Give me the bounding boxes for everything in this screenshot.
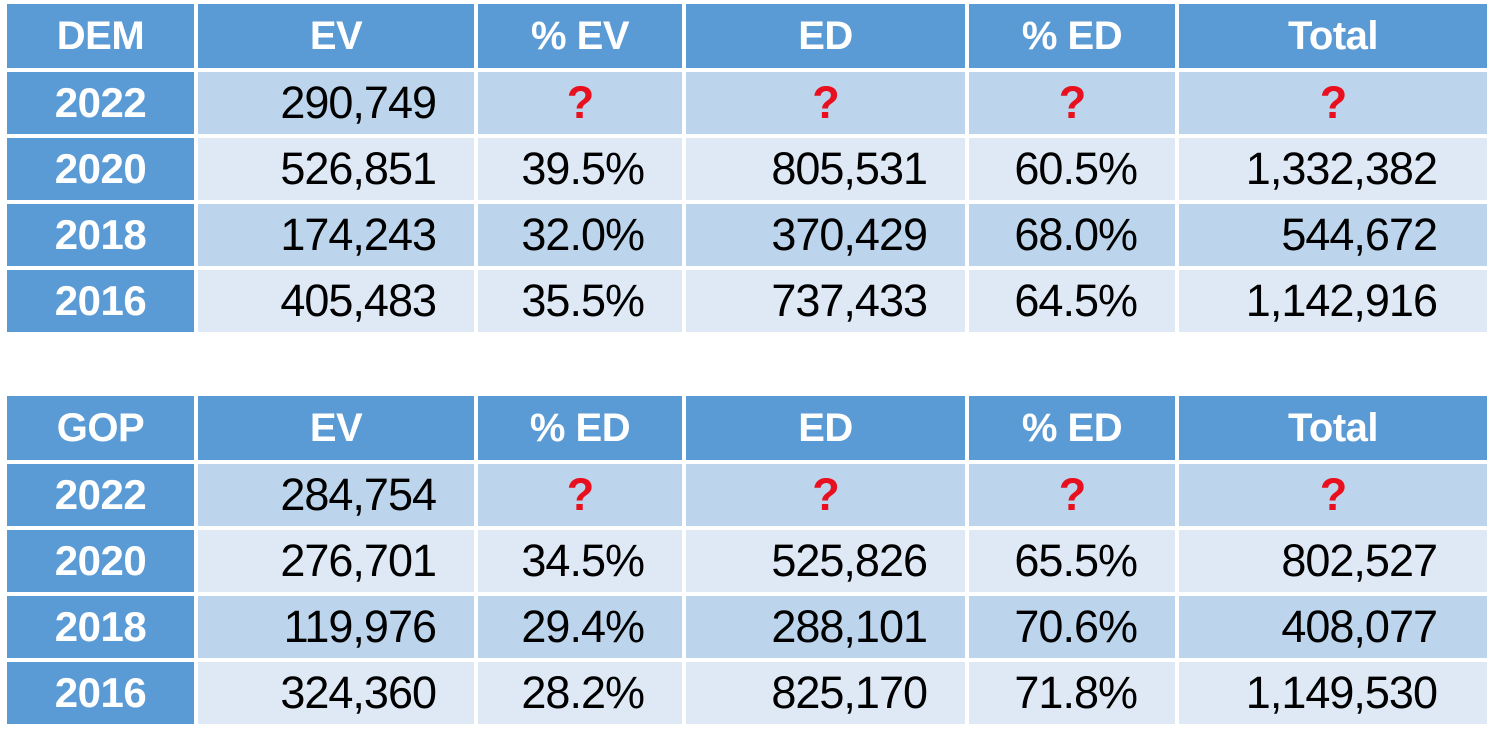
value-cell: 324,360 (198, 662, 474, 724)
year-cell: 2016 (7, 662, 194, 724)
value-cell: 805,531 (686, 138, 965, 200)
table-row: 2020 276,701 34.5% 525,826 65.5% 802,527 (7, 530, 1487, 592)
year-cell: 2018 (7, 596, 194, 658)
table-label: GOP (7, 396, 194, 460)
year-cell: 2018 (7, 204, 194, 266)
column-header: EV (198, 396, 474, 460)
value-cell: 290,749 (198, 72, 474, 134)
value-cell: 737,433 (686, 270, 965, 332)
value-cell: 284,754 (198, 464, 474, 526)
value-cell: 405,483 (198, 270, 474, 332)
value-cell: 408,077 (1179, 596, 1487, 658)
year-cell: 2022 (7, 72, 194, 134)
value-cell: 28.2% (478, 662, 682, 724)
value-cell: 70.6% (969, 596, 1175, 658)
column-header: Total (1179, 4, 1487, 68)
header-row: GOP EV% ED ED% ED Total (7, 396, 1487, 460)
value-cell: 68.0% (969, 204, 1175, 266)
value-cell: 370,429 (686, 204, 965, 266)
year-cell: 2022 (7, 464, 194, 526)
value-cell: 802,527 (1179, 530, 1487, 592)
unknown-value-cell: ? (478, 72, 682, 134)
column-header: ED (686, 396, 965, 460)
unknown-value-cell: ? (1179, 72, 1487, 134)
year-cell: 2016 (7, 270, 194, 332)
value-cell: 288,101 (686, 596, 965, 658)
value-cell: 526,851 (198, 138, 474, 200)
table-row: 2018 119,976 29.4% 288,101 70.6% 408,077 (7, 596, 1487, 658)
dem-results-table: DEM EV% EV ED% ED Total 2022 290,749???? 2020 5… (3, 0, 1491, 336)
value-cell: 35.5% (478, 270, 682, 332)
value-cell: 65.5% (969, 530, 1175, 592)
value-cell: 276,701 (198, 530, 474, 592)
table-row: 2020 526,851 39.5% 805,531 60.5% 1,332,382 (7, 138, 1487, 200)
value-cell: 1,142,916 (1179, 270, 1487, 332)
value-cell: 32.0% (478, 204, 682, 266)
unknown-value-cell: ? (686, 72, 965, 134)
value-cell: 71.8% (969, 662, 1175, 724)
unknown-value-cell: ? (969, 464, 1175, 526)
gop-results-table: GOP EV% ED ED% ED Total 2022 284,754???? 2020 2… (3, 392, 1491, 728)
value-cell: 825,170 (686, 662, 965, 724)
table-row: 2018 174,243 32.0% 370,429 68.0% 544,672 (7, 204, 1487, 266)
value-cell: 60.5% (969, 138, 1175, 200)
value-cell: 119,976 (198, 596, 474, 658)
year-cell: 2020 (7, 138, 194, 200)
value-cell: 1,149,530 (1179, 662, 1487, 724)
table-row: 2022 290,749???? (7, 72, 1487, 134)
unknown-value-cell: ? (1179, 464, 1487, 526)
column-header: % EV (478, 4, 682, 68)
value-cell: 544,672 (1179, 204, 1487, 266)
unknown-value-cell: ? (969, 72, 1175, 134)
header-row: DEM EV% EV ED% ED Total (7, 4, 1487, 68)
value-cell: 39.5% (478, 138, 682, 200)
column-header: % ED (969, 396, 1175, 460)
column-header: % ED (969, 4, 1175, 68)
column-header: % ED (478, 396, 682, 460)
column-header: EV (198, 4, 474, 68)
column-header: ED (686, 4, 965, 68)
table-label: DEM (7, 4, 194, 68)
value-cell: 525,826 (686, 530, 965, 592)
unknown-value-cell: ? (686, 464, 965, 526)
value-cell: 1,332,382 (1179, 138, 1487, 200)
column-header: Total (1179, 396, 1487, 460)
value-cell: 34.5% (478, 530, 682, 592)
table-row: 2016 324,360 28.2% 825,170 71.8% 1,149,530 (7, 662, 1487, 724)
table-row: 2022 284,754???? (7, 464, 1487, 526)
value-cell: 29.4% (478, 596, 682, 658)
unknown-value-cell: ? (478, 464, 682, 526)
year-cell: 2020 (7, 530, 194, 592)
value-cell: 64.5% (969, 270, 1175, 332)
value-cell: 174,243 (198, 204, 474, 266)
table-row: 2016 405,483 35.5% 737,433 64.5% 1,142,916 (7, 270, 1487, 332)
